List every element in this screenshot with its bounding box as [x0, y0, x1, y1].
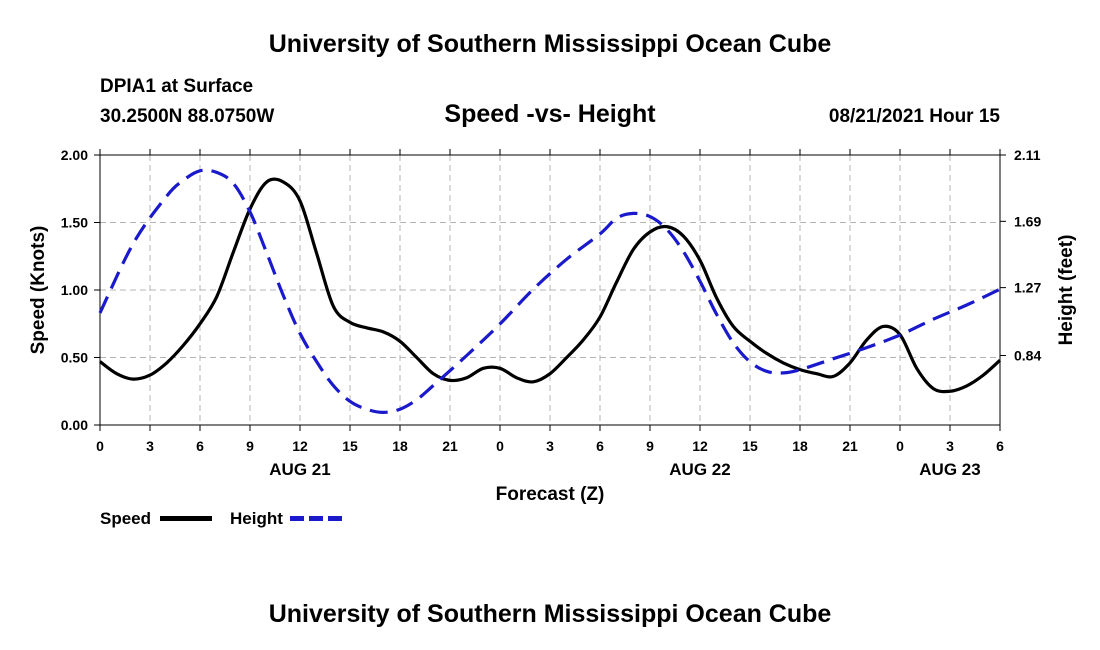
x-tick-label: 3: [546, 438, 554, 454]
grid-lines: [100, 155, 1000, 425]
y-left-axis-title: Speed (Knots): [28, 226, 49, 355]
day-label: AUG 22: [669, 460, 730, 479]
x-tick-label: 0: [496, 438, 504, 454]
x-tick-label: 6: [996, 438, 1004, 454]
x-tick-label: 0: [96, 438, 104, 454]
x-tick-label: 18: [792, 438, 808, 454]
legend-height-swatch: [290, 516, 342, 521]
day-label: AUG 21: [269, 460, 330, 479]
x-tick-label: 0: [896, 438, 904, 454]
station-coordinates: 30.2500N 88.0750W: [100, 106, 275, 127]
x-tick-label: 15: [742, 438, 758, 454]
y-right-tick-label: 2.11: [1014, 147, 1041, 163]
legend-speed-label: Speed: [100, 509, 152, 528]
x-tick-label: 9: [246, 438, 254, 454]
chart-axes: [94, 149, 1006, 431]
plot-frame: [99, 154, 1001, 426]
y-right-tick-label: 0.84: [1014, 348, 1041, 364]
y-right-axis-title: Height (feet): [1056, 235, 1077, 346]
y-left-tick-label: 1.50: [61, 215, 88, 231]
y-left-tick-label: 0.00: [61, 417, 88, 433]
y-left-tick-label: 2.00: [61, 147, 88, 163]
station-name: DPIA1 at Surface: [100, 76, 254, 97]
y-right-tick-label: 1.27: [1014, 280, 1041, 296]
chart-labels: 0 3 6 9 12 15 18 21 0 3 6 9 12 15 18 21 0 3 6 0.00 0.50 1.00 1…: [28, 147, 1077, 505]
y-left-tick-label: 1.00: [61, 282, 88, 298]
x-tick-label: 3: [146, 438, 154, 454]
x-tick-label: 21: [842, 438, 858, 454]
y-left-tick-label: 0.50: [61, 350, 88, 366]
x-tick-label: 18: [392, 438, 408, 454]
x-tick-label: 12: [692, 438, 708, 454]
forecast-datetime: 08/21/2021 Hour 15: [828, 106, 1000, 127]
x-tick-label: 9: [646, 438, 654, 454]
legend-speed-swatch: [160, 516, 212, 521]
page-title-bottom: University of Southern Mississippi Ocean…: [268, 600, 832, 628]
x-tick-label: 6: [596, 438, 604, 454]
day-label: AUG 23: [919, 460, 980, 479]
x-tick-label: 15: [342, 438, 358, 454]
x-tick-label: 21: [442, 438, 458, 454]
x-tick-label: 3: [946, 438, 954, 454]
y-right-tick-label: 1.69: [1014, 213, 1041, 229]
page-title-top: University of Southern Mississippi Ocean…: [268, 30, 832, 58]
legend-height-label: Height: [230, 509, 283, 528]
chart-series: [98, 168, 1002, 414]
x-tick-label: 6: [196, 438, 204, 454]
chart-title: Speed -vs- Height: [444, 100, 656, 128]
x-axis-title: Forecast (Z): [496, 484, 605, 505]
height-series-line: [98, 168, 1001, 414]
x-tick-label: 12: [292, 438, 308, 454]
